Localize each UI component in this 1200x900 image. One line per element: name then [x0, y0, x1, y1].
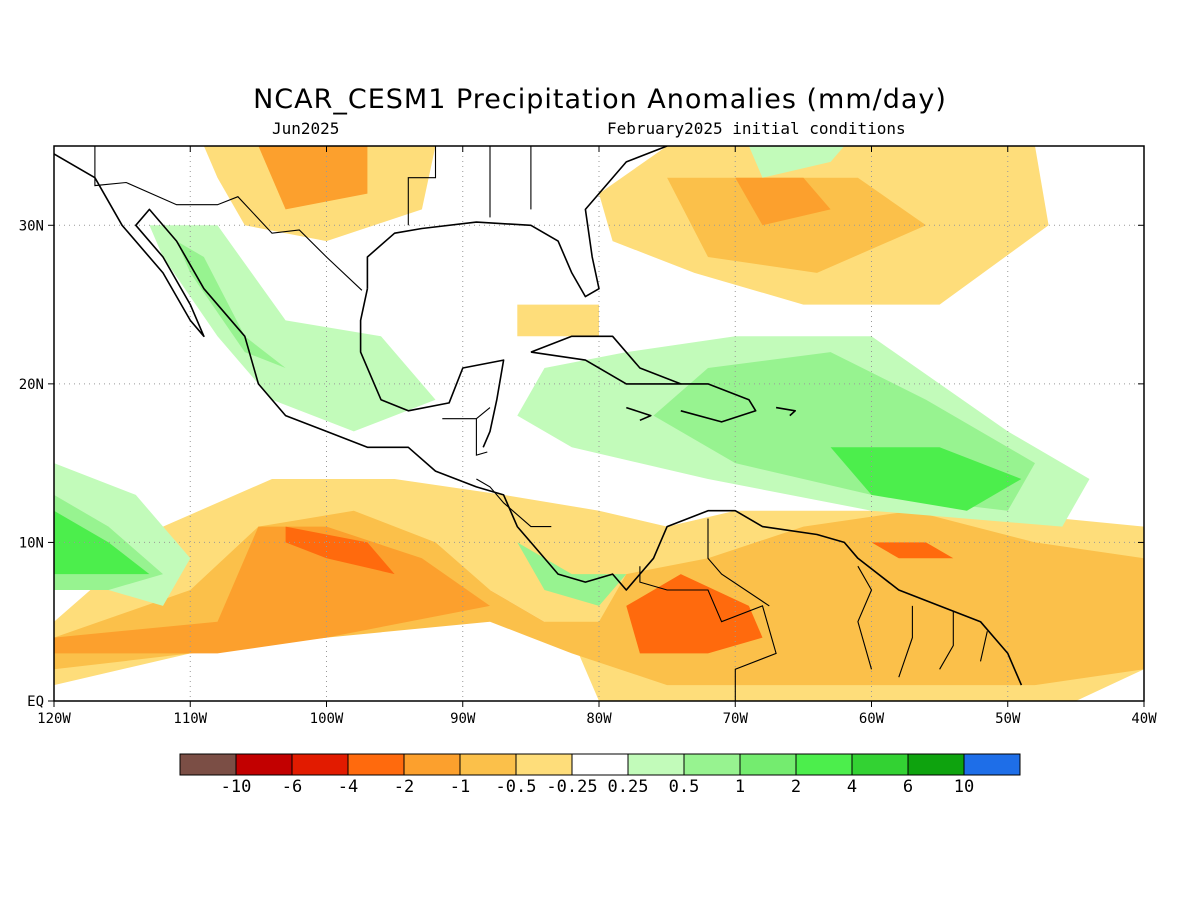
map-title: NCAR_CESM1 Precipitation Anomalies (mm/d… — [253, 84, 947, 115]
colorbar-label: 10 — [954, 777, 974, 797]
anomaly-region-gulf-positive — [517, 304, 599, 337]
colorbar-label: -10 — [221, 777, 252, 797]
political-border — [898, 605, 913, 678]
coastline — [680, 383, 757, 423]
colorbar-label: -2 — [394, 777, 414, 797]
coastline — [626, 406, 652, 422]
anomaly-region-mexico-w-wet — [149, 225, 436, 432]
political-border — [442, 407, 491, 420]
colorbar-swatch — [459, 753, 517, 776]
colorbar-swatch — [795, 753, 853, 776]
valid-month-label: Jun2025 — [272, 119, 340, 138]
graticule — [54, 146, 1144, 701]
colorbar-swatch — [739, 753, 797, 776]
init-conditions-label: February2025 initial conditions — [607, 119, 906, 138]
coastline — [366, 146, 668, 298]
lon-tick-label: 100W — [310, 711, 344, 727]
colorbar-swatch — [403, 753, 461, 776]
colorbar-swatch — [627, 753, 685, 776]
anomaly-region-n-mexico-core — [258, 146, 368, 210]
political-border — [476, 478, 552, 528]
anomaly-region-s-america-deep-dry — [626, 574, 763, 654]
colorbar-swatch — [907, 753, 965, 776]
political-border — [857, 565, 873, 670]
border-layer — [94, 146, 988, 701]
colorbar-swatch — [963, 753, 1021, 776]
colorbar-labels: -10 -6 -4 -2 -1 -0.5 -0.25 0.25 0.5 1 2 4 6 10 — [221, 777, 975, 797]
lat-tick-label: 20N — [19, 377, 44, 393]
colorbar-swatch — [179, 753, 237, 776]
longitude-axis: 120W 110W 100W 90W 80W 70W 60W 50W 40W — [37, 146, 1157, 727]
lon-tick-label: 70W — [723, 711, 749, 727]
political-border — [979, 631, 988, 662]
colorbar — [179, 753, 1021, 776]
colorbar-label: -6 — [282, 777, 302, 797]
political-border — [475, 418, 488, 456]
lon-tick-label: 110W — [173, 711, 207, 727]
colorbar-label: 0.5 — [669, 777, 700, 797]
colorbar-swatch — [515, 753, 573, 776]
anomaly-region-e-pacific-wet-core — [54, 510, 150, 575]
political-border — [639, 566, 777, 701]
anomaly-fill-layer — [54, 146, 1144, 701]
lon-tick-label: 80W — [586, 711, 612, 727]
anomaly-region-w-atlantic-inner — [735, 177, 831, 226]
coastline-layer — [54, 146, 1023, 686]
lat-tick-label: 10N — [19, 535, 44, 551]
political-border — [407, 146, 437, 226]
political-border — [94, 146, 363, 291]
colorbar-swatch — [851, 753, 909, 776]
coastline — [54, 153, 1023, 686]
colorbar-label: -4 — [338, 777, 358, 797]
colorbar-swatch — [347, 753, 405, 776]
lat-tick-label: EQ — [27, 694, 44, 710]
colorbar-swatch — [291, 753, 349, 776]
political-border — [707, 518, 770, 607]
colorbar-label: -0.5 — [496, 777, 537, 797]
anomaly-region-se-us-wet — [748, 146, 845, 178]
colorbar-swatch — [571, 753, 629, 776]
colorbar-label: 0.25 — [608, 777, 649, 797]
political-border — [939, 610, 954, 670]
colorbar-swatch — [683, 753, 741, 776]
anomaly-region-caribbean-wet-core — [830, 447, 1022, 511]
lat-tick-label: 30N — [19, 218, 44, 234]
anomaly-region-w-atlantic-core — [667, 177, 926, 273]
lon-tick-label: 40W — [1131, 711, 1157, 727]
anomaly-region-pacific-deep-dry — [285, 526, 395, 575]
lon-tick-label: 120W — [37, 711, 71, 727]
anomaly-region-atlantic-deep-dry — [871, 542, 954, 559]
latitude-axis: EQ 10N 20N 30N — [19, 218, 1144, 710]
colorbar-label: -1 — [450, 777, 470, 797]
lon-tick-label: 90W — [450, 711, 476, 727]
coastline — [775, 406, 797, 417]
colorbar-swatch — [235, 753, 293, 776]
coastline — [359, 288, 505, 448]
lon-tick-label: 60W — [859, 711, 885, 727]
lon-tick-label: 50W — [995, 711, 1021, 727]
colorbar-label: 4 — [847, 777, 857, 797]
colorbar-label: 2 — [791, 777, 801, 797]
colorbar-label: 6 — [903, 777, 913, 797]
anomaly-region-mexico-w-wet-core — [176, 241, 286, 368]
colorbar-label: 1 — [735, 777, 745, 797]
colorbar-label: -0.25 — [546, 777, 597, 797]
